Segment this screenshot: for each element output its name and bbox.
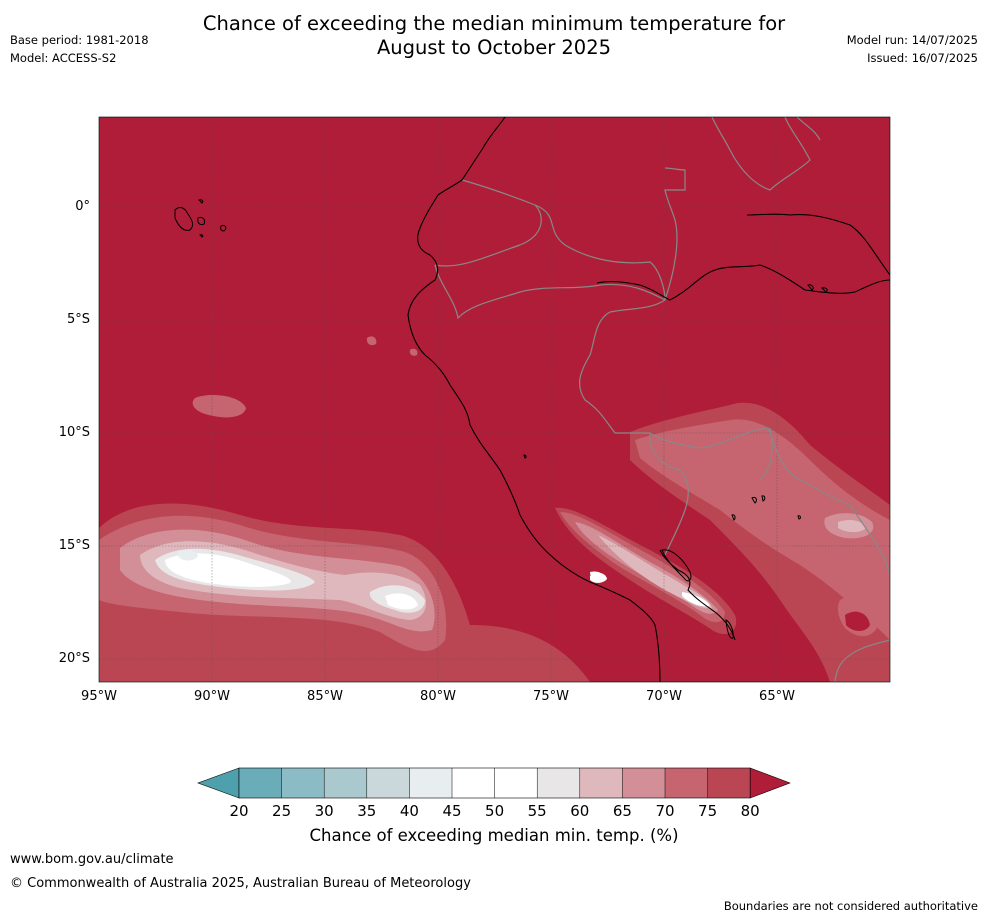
islands bbox=[174, 199, 828, 639]
model-name: Model: ACCESS-S2 bbox=[10, 51, 117, 65]
colorbar-extend-high bbox=[749, 767, 791, 799]
contour-60-interior bbox=[838, 520, 866, 533]
lon-label-75w: 75°W bbox=[533, 689, 569, 704]
colorbar-segment bbox=[281, 768, 325, 798]
colorbar-tick-label: 50 bbox=[485, 802, 505, 820]
issued-date: Issued: 16/07/2025 bbox=[867, 51, 978, 65]
colorbar-tick-label: 30 bbox=[314, 802, 334, 820]
colorbar-extend-low bbox=[197, 767, 240, 799]
colorbar-tick-label: 75 bbox=[698, 802, 718, 820]
colorbar-segment bbox=[622, 768, 665, 798]
colorbar-tick-label: 35 bbox=[357, 802, 377, 820]
footer-disclaimer: Boundaries are not considered authoritat… bbox=[723, 899, 978, 913]
colorbar-tick-label: 65 bbox=[612, 802, 632, 820]
colorbar-tick-label: 25 bbox=[272, 802, 292, 820]
lon-label-90w: 90°W bbox=[194, 689, 230, 704]
colorbar-segment bbox=[537, 768, 580, 798]
lon-label-85w: 85°W bbox=[307, 689, 343, 704]
colorbar-segment bbox=[239, 768, 282, 798]
contour-75-offshore bbox=[192, 395, 246, 418]
lon-label-65w: 65°W bbox=[759, 689, 795, 704]
colorbar-tick-label: 40 bbox=[399, 802, 419, 820]
base-period: Base period: 1981-2018 bbox=[10, 33, 149, 47]
contour-60-andes bbox=[598, 535, 712, 609]
title-line-2: August to October 2025 bbox=[376, 36, 612, 59]
footer-url[interactable]: www.bom.gov.au/climate bbox=[10, 852, 174, 867]
title-line-1: Chance of exceeding the median minimum t… bbox=[202, 12, 786, 35]
contour-45-west bbox=[178, 549, 198, 561]
footer-copyright: © Commonwealth of Australia 2025, Austra… bbox=[10, 876, 471, 891]
colorbar bbox=[197, 767, 791, 799]
colorbar-tick-label: 70 bbox=[655, 802, 675, 820]
colorbar-tick-label: 80 bbox=[740, 802, 760, 820]
contour-80-hole bbox=[845, 611, 870, 632]
lat-label-5s: 5°S bbox=[66, 312, 90, 327]
gridlines bbox=[99, 117, 890, 682]
contour-50-coast bbox=[590, 572, 607, 583]
colorbar-title: Chance of exceeding median min. temp. (%… bbox=[309, 826, 679, 845]
country-borders bbox=[434, 117, 890, 682]
lon-label-70w: 70°W bbox=[646, 689, 682, 704]
colorbar-segment bbox=[452, 768, 495, 798]
colorbar-segment bbox=[324, 768, 367, 798]
lon-label-80w: 80°W bbox=[420, 689, 456, 704]
lat-label-20s: 20°S bbox=[58, 651, 90, 666]
lat-label-10s: 10°S bbox=[58, 425, 90, 440]
map-area bbox=[99, 117, 890, 682]
colorbar-tick-label: 60 bbox=[570, 802, 590, 820]
model-run: Model run: 14/07/2025 bbox=[846, 33, 978, 47]
contour-70-interior bbox=[635, 419, 890, 640]
meta-right: Model run: 14/07/2025 Issued: 16/07/2025 bbox=[847, 31, 978, 67]
contour-50-west bbox=[165, 553, 418, 610]
colorbar-segment bbox=[707, 768, 751, 798]
colorbar-segment bbox=[409, 768, 452, 798]
colorbar-tick-label: 55 bbox=[527, 802, 547, 820]
colorbar-tick-label: 20 bbox=[229, 802, 249, 820]
colorbar-tick-label: 45 bbox=[442, 802, 462, 820]
chart-title: Chance of exceeding the median minimum t… bbox=[0, 12, 988, 60]
lat-label-15s: 15°S bbox=[58, 538, 90, 553]
colorbar-segment bbox=[494, 768, 538, 798]
map-frame bbox=[98, 116, 891, 683]
lon-label-95w: 95°W bbox=[81, 689, 117, 704]
lat-label-0: 0° bbox=[75, 199, 90, 214]
contour-75-tiny bbox=[366, 336, 418, 356]
colorbar-segment bbox=[665, 768, 708, 798]
colorbar-segment bbox=[579, 768, 623, 798]
colorbar-segment bbox=[366, 768, 410, 798]
meta-left: Base period: 1981-2018 Model: ACCESS-S2 bbox=[10, 31, 149, 67]
